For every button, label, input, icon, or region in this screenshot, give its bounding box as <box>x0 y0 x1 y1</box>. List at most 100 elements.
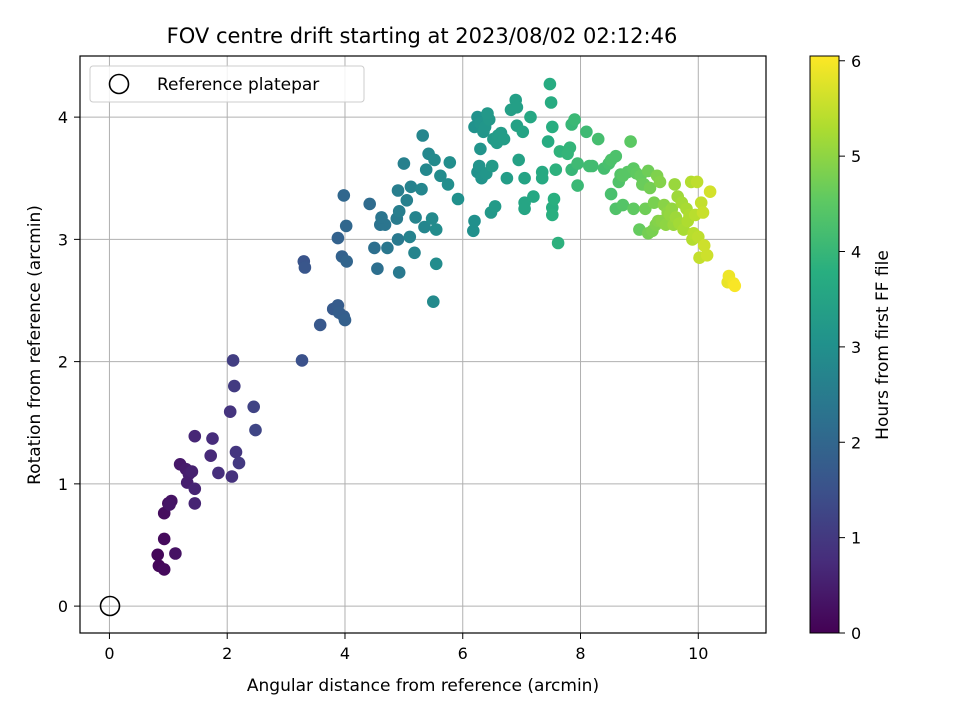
colorbar-label: Hours from first FF file <box>873 250 893 440</box>
data-point <box>468 214 481 228</box>
data-point <box>580 125 593 139</box>
data-point <box>518 202 531 216</box>
data-point <box>188 497 202 510</box>
data-point <box>404 180 418 194</box>
colorbar-tick-label: 3 <box>851 338 861 357</box>
data-point <box>616 198 630 212</box>
data-point <box>331 231 345 245</box>
data-point <box>157 532 171 546</box>
data-point <box>169 547 182 560</box>
data-point <box>247 400 260 414</box>
data-point <box>225 470 239 483</box>
data-point <box>391 233 405 246</box>
data-point <box>418 220 431 234</box>
data-point <box>700 249 714 262</box>
data-point <box>409 211 422 224</box>
y-tick-label: 0 <box>58 597 68 616</box>
data-point <box>510 101 524 114</box>
data-point <box>543 77 557 91</box>
data-point <box>547 192 561 206</box>
y-tick-label: 1 <box>58 475 68 494</box>
data-point <box>188 429 202 443</box>
data-point <box>518 171 531 185</box>
data-point <box>403 230 417 244</box>
data-point <box>212 466 225 480</box>
data-point <box>338 313 352 327</box>
data-point <box>339 219 353 233</box>
data-point <box>441 178 455 191</box>
legend-label: Reference platepar <box>157 75 319 95</box>
x-tick-label: 0 <box>104 644 114 663</box>
x-tick-label: 4 <box>340 644 350 663</box>
data-point <box>668 178 681 191</box>
data-point <box>541 135 555 148</box>
data-point <box>546 120 559 134</box>
data-point <box>639 202 652 216</box>
data-point <box>429 223 443 236</box>
data-point <box>653 175 667 189</box>
data-point <box>416 129 430 142</box>
data-point <box>371 262 384 276</box>
data-point <box>481 107 494 120</box>
data-point <box>157 563 171 576</box>
data-point <box>591 132 605 146</box>
data-point <box>163 498 176 511</box>
data-point <box>474 142 487 156</box>
colorbar-tick-label: 1 <box>851 529 861 548</box>
data-point <box>228 379 241 393</box>
data-point <box>434 169 447 183</box>
data-point <box>392 266 406 279</box>
data-point <box>516 125 530 139</box>
data-point <box>429 257 443 271</box>
data-point <box>368 241 381 255</box>
y-axis-label: Rotation from reference (arcmin) <box>25 205 45 485</box>
data-point <box>419 163 433 176</box>
data-point <box>703 185 717 198</box>
colorbar-tick-label: 4 <box>851 243 861 262</box>
x-axis-label: Angular distance from reference (arcmin) <box>247 676 599 696</box>
data-point <box>188 482 202 496</box>
data-point <box>381 241 394 255</box>
x-tick-label: 10 <box>688 644 708 663</box>
legend: Reference platepar <box>89 65 365 103</box>
data-point <box>451 192 465 206</box>
data-point <box>527 190 540 203</box>
x-tick-label: 8 <box>575 644 585 663</box>
colorbar-tick-label: 2 <box>851 433 861 452</box>
data-point <box>647 196 661 209</box>
data-point <box>313 318 327 332</box>
data-point <box>415 182 428 196</box>
data-point <box>544 96 558 109</box>
data-point <box>185 465 199 478</box>
data-point <box>428 153 441 167</box>
data-point <box>232 456 246 470</box>
data-point <box>226 354 240 367</box>
data-point <box>249 423 262 437</box>
axis-ticks: 0 2 4 6 8 10 0 1 2 3 4 <box>58 108 709 663</box>
legend-box <box>89 65 365 103</box>
data-point <box>391 184 405 197</box>
data-point <box>696 206 710 219</box>
colorbar-tick-label: 6 <box>851 52 861 71</box>
data-point <box>512 153 525 167</box>
data-point <box>568 113 581 126</box>
data-point <box>497 132 511 146</box>
y-tick-label: 3 <box>58 230 68 249</box>
data-point <box>363 197 377 211</box>
data-point <box>643 181 657 195</box>
data-point <box>624 135 637 148</box>
data-point <box>604 187 618 201</box>
data-point <box>151 548 164 562</box>
data-point <box>488 200 502 213</box>
data-point <box>586 159 599 173</box>
data-point <box>551 236 565 250</box>
data-point <box>535 171 549 185</box>
data-point <box>609 149 623 163</box>
data-point <box>728 279 742 293</box>
data-point <box>397 157 411 170</box>
data-point <box>694 196 708 209</box>
data-point <box>563 141 577 154</box>
data-point <box>697 239 711 252</box>
data-point <box>392 205 406 218</box>
